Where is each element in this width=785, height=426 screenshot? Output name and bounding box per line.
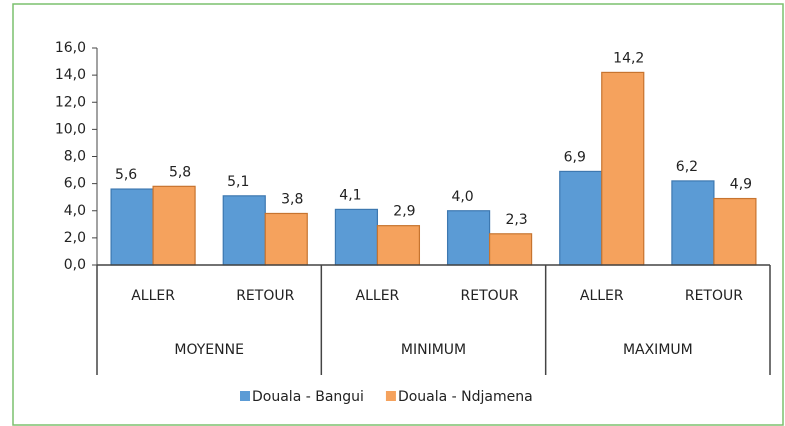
y-tick-label: 8,0	[64, 149, 86, 165]
data-label: 4,9	[730, 177, 752, 193]
x-tick-label: ALLER	[356, 288, 400, 304]
group-label: MAXIMUM	[623, 342, 693, 358]
bar	[488, 233, 533, 266]
bar	[671, 180, 715, 266]
data-label: 6,2	[676, 159, 698, 175]
legend-label: Douala - Ndjamena	[398, 389, 533, 405]
legend-swatch	[385, 391, 396, 401]
bar	[222, 195, 266, 266]
y-tick-label: 4,0	[64, 203, 86, 219]
x-tick-label: RETOUR	[236, 288, 294, 304]
y-tick-label: 0,0	[64, 257, 86, 273]
y-tick-label: 2,0	[64, 230, 86, 246]
x-tick-label: ALLER	[580, 288, 624, 304]
data-label: 5,1	[227, 174, 249, 190]
bar	[559, 170, 603, 266]
data-label: 5,6	[115, 167, 137, 183]
bar	[713, 197, 757, 266]
y-tick-label: 10,0	[55, 121, 86, 137]
group-label: MINIMUM	[401, 342, 466, 358]
y-tick-label: 12,0	[55, 94, 86, 110]
bar	[376, 225, 421, 266]
group-label: MOYENNE	[174, 342, 244, 358]
legend-swatch	[240, 391, 250, 401]
legend-label: Douala - Bangui	[252, 389, 364, 405]
data-label: 2,9	[393, 204, 415, 220]
bar	[110, 188, 154, 266]
data-label: 4,1	[339, 187, 361, 203]
data-label: 5,8	[169, 164, 191, 180]
bar	[152, 185, 196, 266]
data-label: 14,2	[613, 50, 644, 66]
x-tick-label: RETOUR	[461, 288, 519, 304]
bar	[446, 210, 491, 266]
bar	[264, 212, 308, 266]
data-label: 4,0	[451, 189, 473, 205]
x-tick-label: RETOUR	[685, 288, 743, 304]
data-label: 3,8	[281, 191, 303, 207]
chart-frame	[12, 3, 784, 426]
bar	[334, 208, 379, 266]
y-tick-label: 16,0	[55, 40, 86, 56]
data-label: 2,3	[505, 212, 527, 228]
y-tick-label: 6,0	[64, 176, 86, 192]
bar	[601, 71, 645, 266]
x-tick-label: ALLER	[131, 288, 175, 304]
data-label: 6,9	[564, 149, 586, 165]
y-tick-label: 14,0	[55, 67, 86, 83]
